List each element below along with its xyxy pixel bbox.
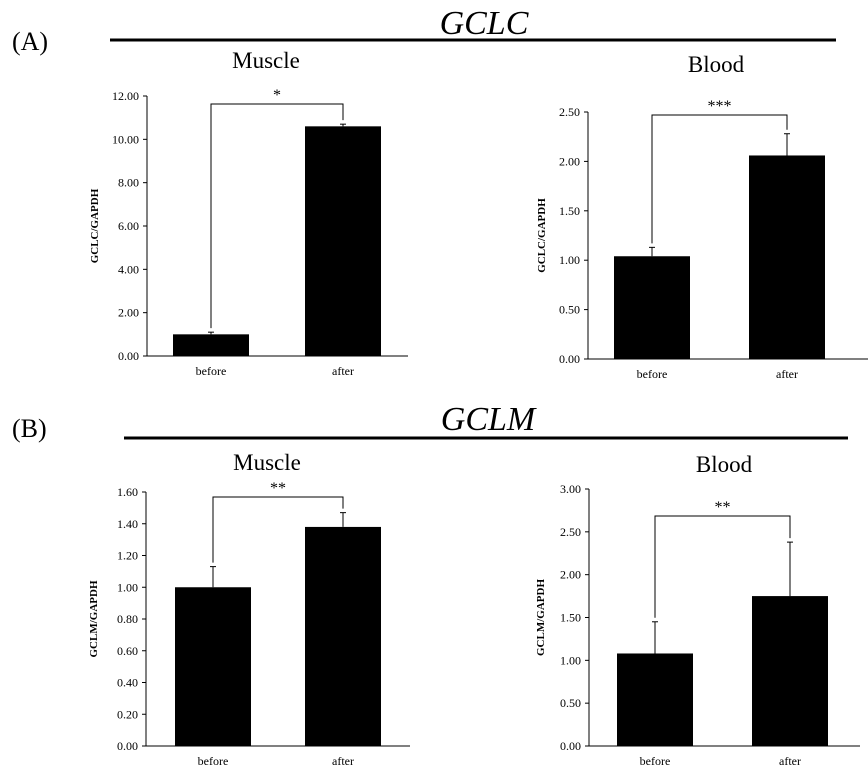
y-tick-label: 1.60 xyxy=(117,485,138,499)
y-tick-label: 2.00 xyxy=(118,306,139,320)
significance-label: * xyxy=(273,87,281,104)
y-tick-label: 2.00 xyxy=(560,568,581,582)
y-tick-label: 0.00 xyxy=(560,739,581,753)
significance-bracket xyxy=(654,515,791,618)
y-axis-label: GCLM/GAPDH xyxy=(88,580,100,657)
gene-title-gclm: GCLM xyxy=(441,401,537,438)
bar-after xyxy=(749,155,825,359)
significance-bracket xyxy=(210,103,344,329)
y-tick-label: 6.00 xyxy=(118,219,139,233)
y-tick-label: 8.00 xyxy=(118,176,139,190)
y-tick-label: 0.50 xyxy=(560,696,581,710)
significance-label: *** xyxy=(708,98,732,115)
x-tick-label: after xyxy=(779,754,801,768)
y-tick-label: 0.00 xyxy=(118,349,139,363)
y-tick-label: 0.20 xyxy=(117,707,138,721)
significance-bracket xyxy=(212,496,344,563)
y-tick-label: 1.00 xyxy=(117,580,138,594)
y-tick-label: 1.50 xyxy=(559,204,580,218)
y-tick-label: 3.00 xyxy=(560,482,581,496)
chart-gclm-muscle: Muscle GCLM/GAPDH 0.00 0.20 0.40 0.60 0.80 1.00… xyxy=(88,450,410,768)
bar-before xyxy=(614,256,690,359)
bar-after xyxy=(305,126,381,356)
x-tick-label: after xyxy=(332,754,354,768)
y-tick-label: 1.50 xyxy=(560,611,581,625)
y-tick-label: 1.40 xyxy=(117,517,138,531)
y-tick-label: 2.50 xyxy=(560,525,581,539)
y-tick-label: 1.00 xyxy=(560,653,581,667)
y-axis-label: GCLM/GAPDH xyxy=(535,579,547,656)
x-tick-label: before xyxy=(196,364,227,378)
x-tick-label: before xyxy=(198,754,229,768)
panel-label-b: (B) xyxy=(12,414,47,443)
significance-label: ** xyxy=(715,499,731,516)
y-tick-label: 2.50 xyxy=(559,105,580,119)
bar-after xyxy=(305,526,381,746)
gene-title-gclc: GCLC xyxy=(440,5,529,42)
y-tick-label: 0.40 xyxy=(117,676,138,690)
x-tick-label: before xyxy=(637,367,668,381)
y-tick-label: 0.00 xyxy=(117,739,138,753)
bar-before xyxy=(175,587,251,746)
chart-gclc-muscle: Muscle GCLC/GAPDH 0.00 2.00 4.00 6.00 8.00 10.0… xyxy=(89,48,408,378)
bar-after xyxy=(752,596,828,746)
significance-label: ** xyxy=(270,480,286,497)
y-tick-label: 10.00 xyxy=(112,132,139,146)
chart-title: Blood xyxy=(688,52,745,77)
y-tick-label: 1.00 xyxy=(559,253,580,267)
x-tick-label: after xyxy=(776,367,798,381)
y-axis-label: GCLC/GAPDH xyxy=(89,188,101,263)
bar-before xyxy=(173,334,249,356)
x-tick-label: before xyxy=(640,754,671,768)
y-tick-label: 0.80 xyxy=(117,612,138,626)
y-tick-label: 12.00 xyxy=(112,89,139,103)
bar-before xyxy=(617,653,693,746)
chart-gclm-blood: Blood GCLM/GAPDH 0.00 0.50 1.00 1.50 2.00 2.50 3… xyxy=(535,452,860,768)
chart-title: Blood xyxy=(696,452,753,477)
significance-bracket xyxy=(651,114,788,244)
panel-label-a: (A) xyxy=(12,27,48,56)
x-tick-label: after xyxy=(332,364,354,378)
y-axis-label: GCLC/GAPDH xyxy=(536,198,548,273)
chart-title: Muscle xyxy=(232,48,300,73)
y-tick-label: 4.00 xyxy=(118,262,139,276)
y-tick-label: 1.20 xyxy=(117,549,138,563)
y-tick-label: 2.00 xyxy=(559,154,580,168)
chart-gclc-blood: Blood GCLC/GAPDH 0.00 0.50 1.00 1.50 2.00 2.50 b… xyxy=(536,52,868,381)
y-tick-label: 0.50 xyxy=(559,303,580,317)
y-tick-label: 0.60 xyxy=(117,644,138,658)
y-tick-label: 0.00 xyxy=(559,352,580,366)
chart-title: Muscle xyxy=(233,450,301,475)
